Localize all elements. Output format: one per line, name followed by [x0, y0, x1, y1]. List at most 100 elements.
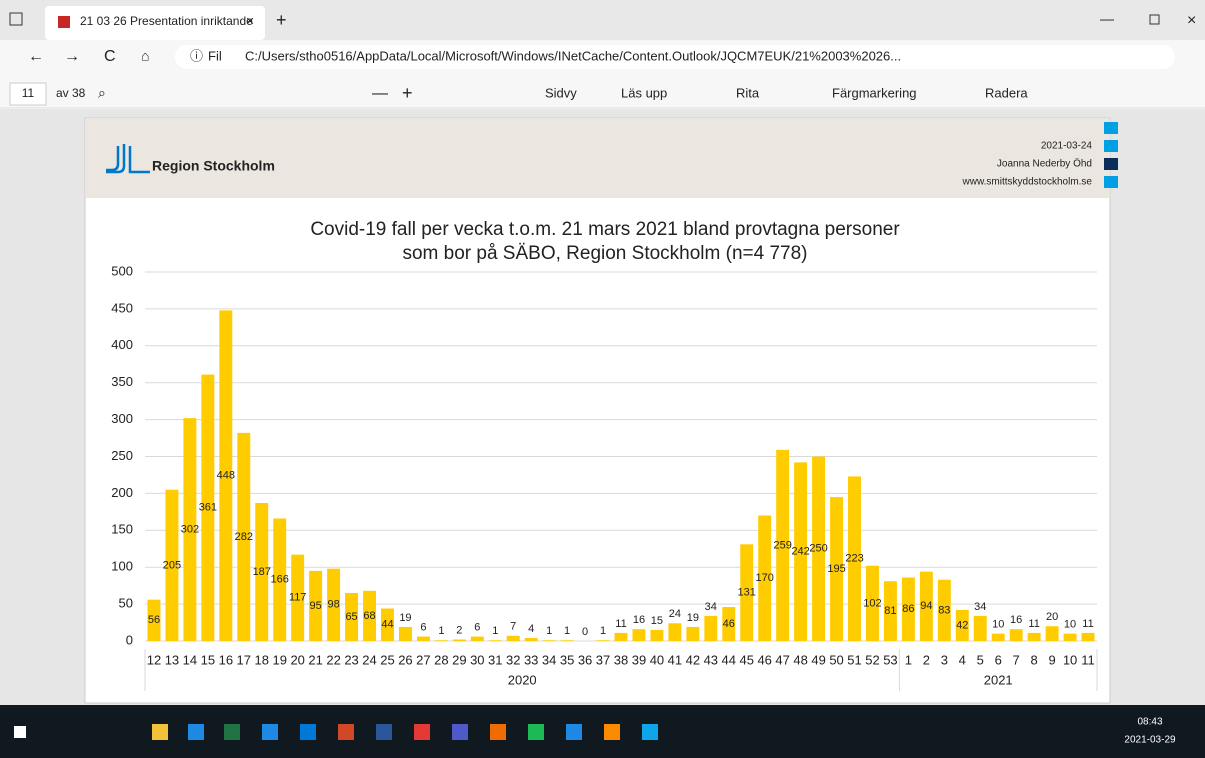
bar — [398, 626, 412, 641]
value-label: 46 — [723, 618, 735, 630]
bar — [794, 462, 808, 641]
x-tick-label: 32 — [506, 652, 520, 667]
y-tick-label: 100 — [111, 559, 133, 574]
back[interactable]: ← — [28, 48, 44, 65]
x-tick-label: 8 — [1031, 652, 1038, 667]
page-field[interactable] — [9, 82, 47, 106]
new-tab[interactable]: + — [276, 10, 287, 30]
x-tick-label: 34 — [542, 652, 556, 667]
page-count: av 38 — [56, 86, 86, 100]
zoom-out[interactable]: — — [372, 85, 388, 102]
x-tick-label: 36 — [578, 652, 592, 667]
value-label: 7 — [510, 621, 516, 633]
button[interactable]: Radera — [985, 85, 1028, 100]
tab[interactable] — [45, 6, 265, 40]
bar — [309, 570, 323, 641]
value-label: 117 — [289, 592, 307, 604]
x-tick-label: 2 — [923, 652, 930, 667]
button[interactable]: Sidvy — [545, 85, 577, 100]
header-author: Joanna Nederby Öhd — [997, 158, 1092, 170]
page-header — [86, 119, 1109, 198]
group-label: 2020 — [508, 672, 537, 687]
bar — [237, 432, 251, 641]
start-button[interactable] — [14, 726, 26, 738]
value-label: 94 — [920, 600, 932, 612]
forward[interactable]: → — [64, 48, 80, 65]
search[interactable]: ⌕ — [98, 85, 106, 101]
x-tick-label: 26 — [398, 652, 412, 667]
bar — [1045, 626, 1059, 641]
bar — [506, 635, 520, 641]
close[interactable]: × — [1187, 12, 1196, 29]
y-tick-label: 0 — [126, 632, 133, 647]
value-label: 302 — [181, 523, 199, 535]
value-label: 68 — [363, 610, 375, 622]
x-tick-label: 20 — [290, 652, 304, 667]
x-tick-label: 24 — [362, 652, 376, 667]
value-label: 10 — [992, 619, 1004, 631]
address-field[interactable] — [175, 45, 1175, 69]
value-label: 15 — [651, 615, 663, 627]
value-label: 16 — [1010, 614, 1022, 626]
home[interactable]: ⌂ — [141, 48, 149, 64]
value-label: 95 — [310, 600, 322, 612]
x-tick-label: 47 — [775, 652, 789, 667]
bar — [686, 626, 700, 641]
info-icon: ⓘ — [190, 48, 203, 63]
url: C:/Users/stho0516/AppData/Local/Microsof… — [245, 48, 901, 63]
x-tick-label: 23 — [344, 652, 358, 667]
value-label: 83 — [938, 604, 950, 616]
bar — [345, 593, 359, 641]
y-tick-label: 450 — [111, 300, 133, 315]
value-label: 187 — [253, 566, 271, 578]
x-tick-label: 41 — [668, 652, 682, 667]
bar — [327, 568, 341, 641]
value-label: 34 — [705, 601, 717, 613]
header-square — [1104, 140, 1118, 152]
x-tick-label: 51 — [847, 652, 861, 667]
bar — [488, 640, 502, 641]
value-label: 0 — [582, 626, 588, 638]
bar — [901, 577, 915, 641]
tab-close[interactable]: × — [246, 13, 254, 29]
value-label: 86 — [902, 603, 914, 615]
reload[interactable]: C — [104, 48, 116, 65]
bar — [147, 599, 161, 641]
header-website: www.smittskyddstockholm.se — [962, 177, 1093, 188]
bar — [866, 565, 879, 641]
value-label: 11 — [1028, 618, 1039, 630]
button[interactable]: Läs upp — [621, 85, 667, 100]
y-tick-label: 200 — [111, 485, 133, 500]
value-label: 6 — [420, 621, 426, 633]
chart-title: som bor på SÄBO, Region Stockholm (n=4 7… — [402, 243, 807, 264]
value-label: 11 — [1082, 618, 1093, 630]
value-label: 42 — [956, 619, 968, 631]
minimize[interactable]: — — [1100, 11, 1114, 27]
button[interactable]: Färgmarkering — [832, 85, 917, 100]
zoom-in[interactable]: + — [402, 83, 413, 103]
pdf-toolbar — [0, 72, 1205, 108]
button[interactable]: Rita — [736, 85, 760, 100]
bar — [883, 581, 897, 641]
value-label: 44 — [381, 619, 393, 631]
bar — [596, 640, 610, 641]
maximize[interactable] — [1149, 14, 1160, 25]
bar — [165, 489, 179, 641]
tab-actions[interactable] — [9, 12, 23, 26]
value-label: 242 — [791, 546, 809, 558]
group-label: 2021 — [984, 672, 1013, 687]
x-tick-label: 45 — [740, 652, 754, 667]
x-tick-label: 16 — [219, 652, 233, 667]
bar — [452, 639, 466, 641]
x-tick-label: 13 — [165, 652, 179, 667]
bar — [219, 310, 233, 641]
value-label: 20 — [1046, 611, 1058, 623]
bar — [524, 638, 538, 641]
x-tick-label: 4 — [959, 652, 966, 667]
value-label: 24 — [669, 608, 681, 620]
bar — [919, 571, 933, 641]
x-tick-label: 48 — [793, 652, 807, 667]
x-tick-label: 5 — [977, 652, 984, 667]
x-tick-label: 14 — [183, 652, 197, 667]
